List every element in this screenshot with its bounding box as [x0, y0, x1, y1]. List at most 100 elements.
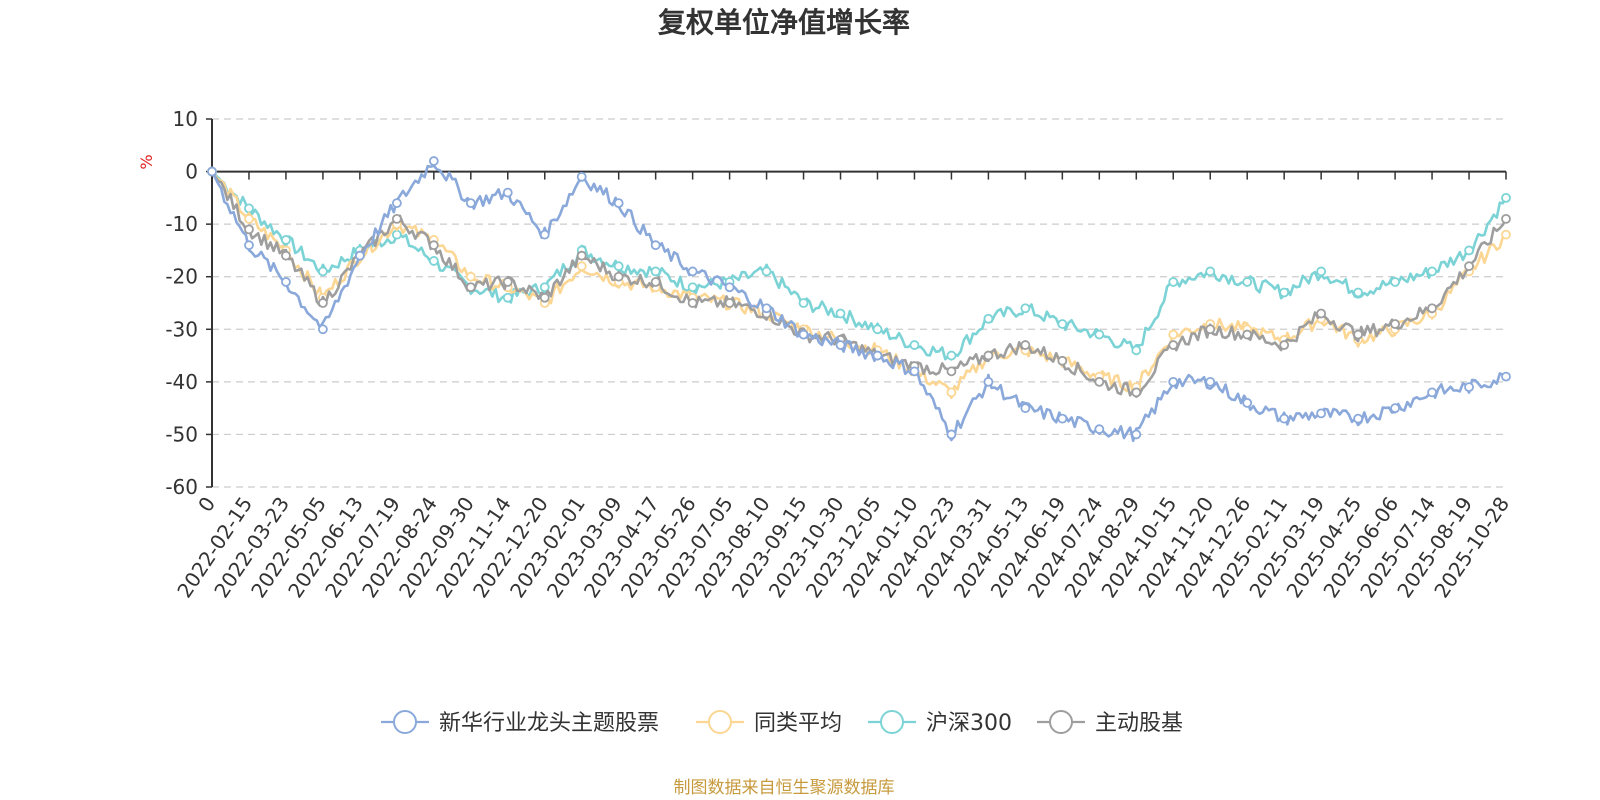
data-point [1242, 397, 1253, 408]
data-point [872, 350, 883, 361]
data-point [244, 203, 254, 214]
data-point [724, 282, 735, 293]
y-axis-unit: % [137, 154, 156, 169]
data-point [1168, 329, 1179, 340]
data-point [724, 298, 735, 308]
data-point [835, 340, 846, 350]
data-point [1316, 308, 1327, 319]
series-2 [207, 166, 1511, 361]
data-point [502, 277, 513, 287]
legend-item-0[interactable]: 新华行业龙头主题股票 [381, 710, 659, 736]
data-point [1353, 413, 1364, 424]
data-point [1316, 266, 1327, 277]
data-point [1205, 324, 1216, 335]
data-point [761, 303, 772, 314]
data-point [281, 250, 291, 261]
data-point [207, 166, 217, 177]
data-point [761, 266, 772, 277]
series-1 [207, 166, 1511, 400]
data-point [835, 308, 846, 319]
data-point [1020, 340, 1031, 350]
data-point [1279, 287, 1290, 298]
data-point [1020, 303, 1031, 314]
data-point [1427, 303, 1437, 314]
data-point [465, 271, 476, 282]
y-tick-label: -20 [165, 265, 198, 289]
data-point [1390, 277, 1400, 287]
data-point [1279, 340, 1290, 350]
data-point [1020, 403, 1031, 414]
data-point [465, 198, 476, 209]
data-point [391, 213, 402, 224]
data-point [1427, 387, 1437, 398]
data-point [1390, 319, 1400, 329]
data-point [1168, 376, 1179, 387]
data-point [909, 366, 920, 377]
y-axis-ticks: 10 0 -10 -20 -30 -40 -50 -60 [165, 107, 212, 499]
data-point [1057, 319, 1068, 329]
y-tick-label: -10 [165, 212, 198, 236]
legend-item-2[interactable]: 沪深300 [868, 710, 1012, 736]
data-point [1464, 261, 1474, 272]
legend-marker [393, 710, 417, 734]
data-point [576, 261, 587, 272]
y-tick-label: -40 [165, 370, 198, 394]
data-point [1131, 387, 1142, 398]
data-point [687, 298, 698, 308]
series-0 [207, 156, 1511, 443]
data-point [1353, 287, 1364, 298]
series-lines [207, 156, 1511, 443]
data-point [1057, 355, 1068, 366]
data-point [650, 277, 661, 287]
data-point [318, 298, 328, 308]
data-point [872, 324, 883, 335]
data-point [318, 266, 328, 277]
legend-item-1[interactable]: 同类平均 [696, 710, 842, 736]
data-point [1131, 429, 1142, 440]
data-point [1057, 413, 1068, 424]
data-point [428, 256, 439, 266]
data-point [502, 187, 513, 198]
series-line [210, 164, 1507, 443]
data-point [613, 261, 624, 272]
data-point [244, 240, 254, 251]
data-point [1353, 329, 1364, 340]
data-point [946, 366, 957, 377]
y-tick-label: -30 [165, 317, 198, 341]
data-point [502, 292, 513, 303]
series-line [210, 170, 1508, 398]
data-point [798, 329, 809, 340]
legend-label: 沪深300 [926, 711, 1012, 736]
data-point [244, 213, 254, 224]
chart-title: 复权单位净值增长率 [658, 6, 910, 39]
data-point [946, 387, 957, 398]
data-point [613, 198, 624, 209]
legend-item-3[interactable]: 主动股基 [1037, 710, 1183, 736]
data-point [576, 171, 587, 182]
data-point [1316, 408, 1327, 419]
data-point [946, 429, 957, 440]
data-point [946, 350, 957, 361]
legend: 新华行业龙头主题股票 同类平均 沪深300 主动股基 [381, 710, 1183, 736]
data-point [1427, 266, 1437, 277]
data-point [391, 198, 402, 209]
data-point [1501, 192, 1511, 203]
grid-lines [212, 118, 1506, 488]
data-point [650, 240, 661, 251]
y-tick-label: 10 [173, 107, 198, 131]
data-point [687, 282, 698, 293]
data-point [983, 313, 994, 324]
data-source-note: 制图数据来自恒生聚源数据库 [674, 778, 895, 798]
data-point [650, 266, 661, 277]
data-point [465, 282, 476, 293]
data-point [983, 376, 994, 387]
data-point [613, 271, 624, 282]
x-tick-label: 0 [193, 492, 220, 516]
y-tick-label: -60 [165, 475, 198, 499]
data-point [281, 235, 291, 245]
data-point [1205, 376, 1216, 387]
data-point [1168, 340, 1179, 350]
axes [211, 119, 1506, 487]
data-point [1501, 371, 1511, 382]
data-point [539, 292, 550, 303]
